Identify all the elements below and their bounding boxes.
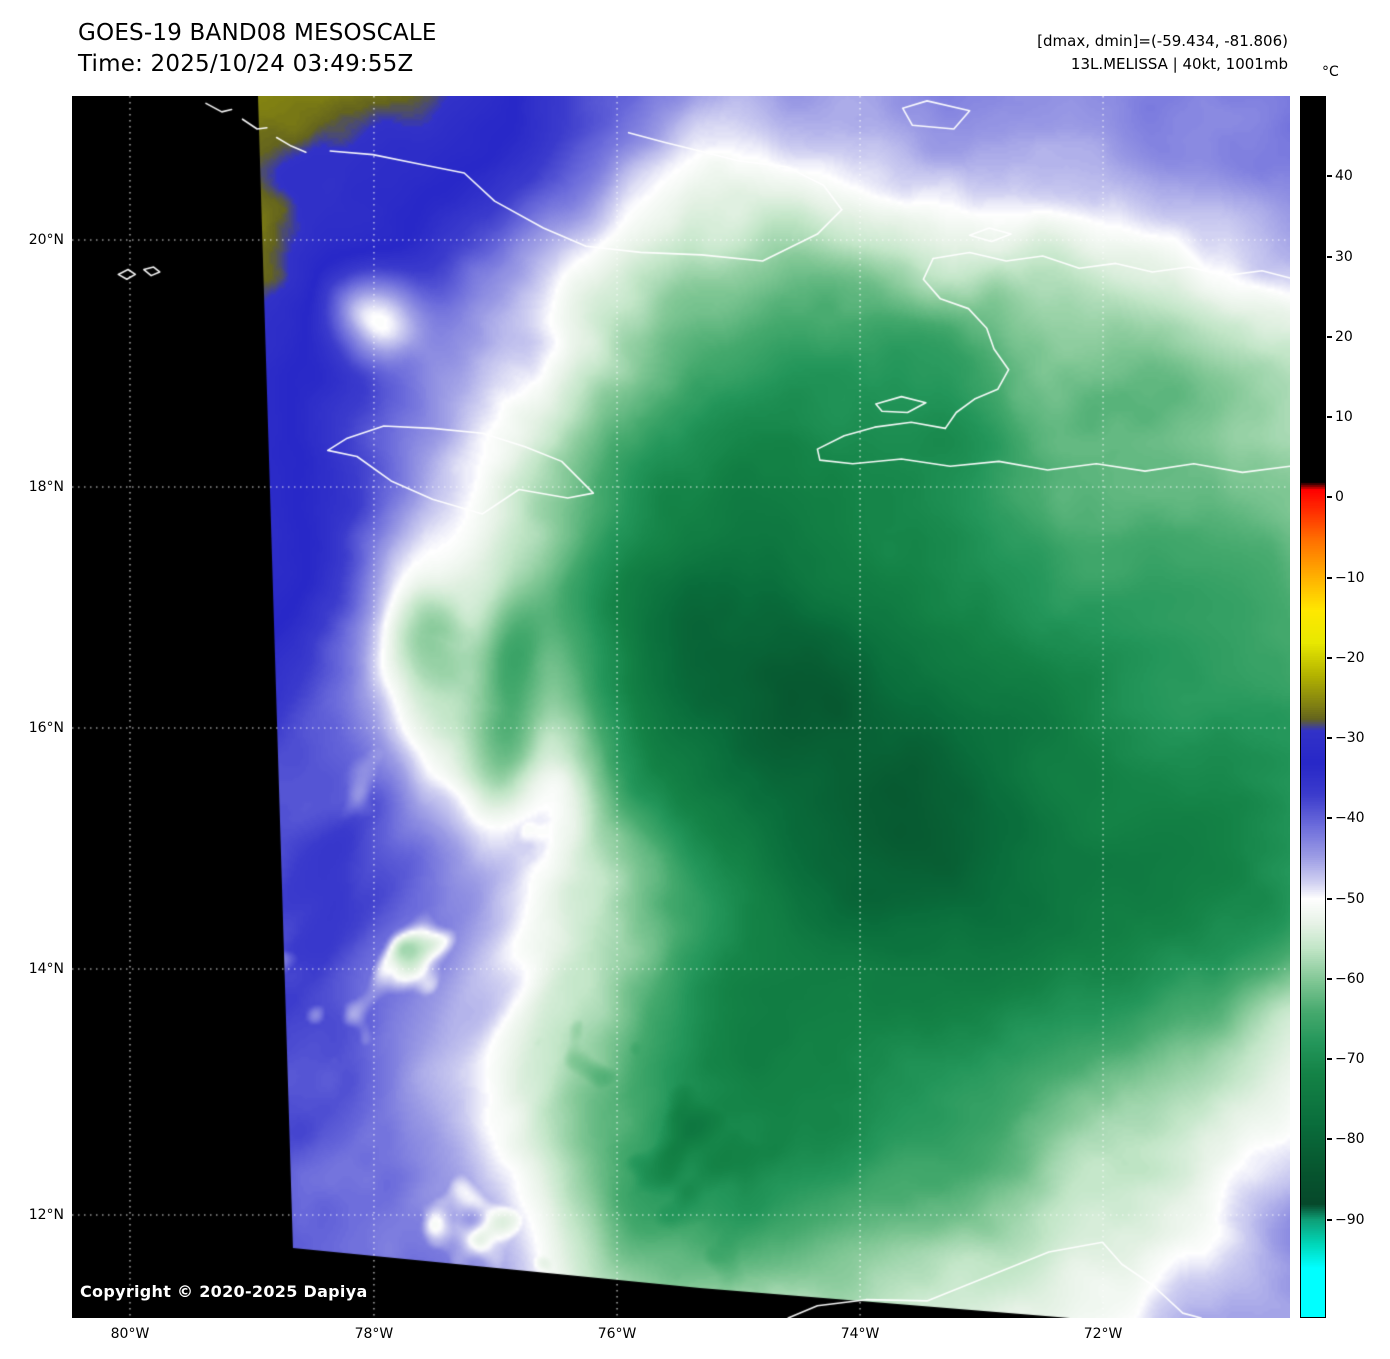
colorbar-tick-mark bbox=[1327, 817, 1332, 820]
lon-label: 72°W bbox=[1083, 1326, 1123, 1342]
colorbar-tick-label: −40 bbox=[1335, 810, 1365, 827]
colorbar-tick-label: 30 bbox=[1335, 248, 1353, 265]
colorbar-tick-label: 0 bbox=[1335, 489, 1344, 506]
colorbar-tick-label: −10 bbox=[1335, 569, 1365, 586]
colorbar-tick-label: 40 bbox=[1335, 168, 1353, 185]
colorbar-tick-mark bbox=[1327, 897, 1332, 900]
colorbar-tick-label: −20 bbox=[1335, 649, 1365, 666]
lat-label: 16°N bbox=[28, 720, 64, 737]
satellite-imagery-canvas bbox=[72, 96, 1290, 1318]
colorbar-tick-label: −60 bbox=[1335, 970, 1365, 987]
colorbar-tick-mark bbox=[1327, 1058, 1332, 1061]
colorbar-tick-label: −90 bbox=[1335, 1211, 1365, 1228]
colorbar-tick-mark bbox=[1327, 737, 1332, 740]
colorbar-tick-label: 20 bbox=[1335, 328, 1353, 345]
colorbar-tick-mark bbox=[1327, 175, 1332, 178]
colorbar-tick-label: −50 bbox=[1335, 890, 1365, 907]
colorbar-tick-mark bbox=[1327, 576, 1332, 579]
colorbar-tick-mark bbox=[1327, 416, 1332, 419]
copyright-notice: Copyright © 2020-2025 Dapiya bbox=[80, 1282, 368, 1301]
colorbar-tick-label: −70 bbox=[1335, 1051, 1365, 1068]
lon-label: 80°W bbox=[110, 1326, 150, 1342]
lat-label: 20°N bbox=[28, 231, 64, 248]
colorbar-tick-label: 10 bbox=[1335, 409, 1353, 426]
colorbar-tick-mark bbox=[1327, 335, 1332, 338]
colorbar-tick-mark bbox=[1327, 255, 1332, 258]
colorbar-gradient bbox=[1301, 97, 1325, 1317]
page-title: GOES-19 BAND08 MESOSCALE bbox=[78, 20, 437, 46]
colorbar-tick-mark bbox=[1327, 496, 1332, 499]
lon-label: 78°W bbox=[354, 1326, 394, 1342]
colorbar-tick-label: −80 bbox=[1335, 1131, 1365, 1148]
colorbar-unit: °C bbox=[1322, 64, 1339, 80]
lat-label: 14°N bbox=[28, 960, 64, 977]
colorbar-tick-mark bbox=[1327, 656, 1332, 659]
dmax-dmin-readout: [dmax, dmin]=(-59.434, -81.806) bbox=[1037, 32, 1288, 50]
lon-label: 74°W bbox=[840, 1326, 880, 1342]
lat-label: 18°N bbox=[28, 479, 64, 496]
satellite-map: Copyright © 2020-2025 Dapiya bbox=[72, 96, 1290, 1318]
colorbar-tick-mark bbox=[1327, 977, 1332, 980]
header-info: [dmax, dmin]=(-59.434, -81.806) 13L.MELI… bbox=[1037, 30, 1288, 76]
lon-label: 76°W bbox=[597, 1326, 637, 1342]
colorbar bbox=[1300, 96, 1326, 1318]
timestamp: Time: 2025/10/24 03:49:55Z bbox=[78, 51, 414, 77]
colorbar-tick-mark bbox=[1327, 1218, 1332, 1221]
storm-readout: 13L.MELISSA | 40kt, 1001mb bbox=[1070, 55, 1288, 73]
lat-label: 12°N bbox=[28, 1206, 64, 1223]
colorbar-tick-mark bbox=[1327, 1138, 1332, 1141]
colorbar-tick-label: −30 bbox=[1335, 730, 1365, 747]
